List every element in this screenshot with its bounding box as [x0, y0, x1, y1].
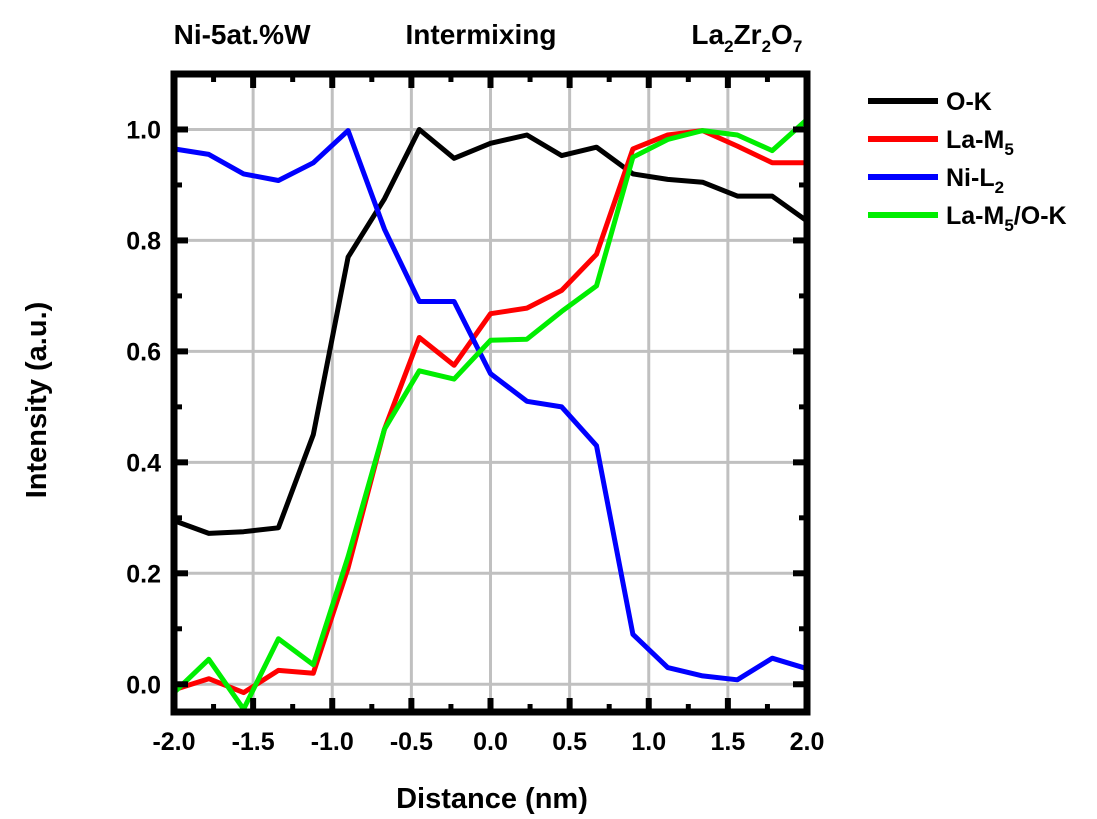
x-axis-title: Distance (nm) — [396, 783, 588, 815]
y-tick-label: 0.4 — [126, 449, 161, 477]
axis-ticks — [171, 74, 810, 712]
y-tick-label: 0.2 — [126, 560, 161, 588]
x-tick-label: 1.0 — [631, 728, 666, 756]
region-label: Intermixing — [406, 19, 557, 50]
region-label: La2Zr2O7 — [691, 19, 802, 56]
grid-lines — [174, 74, 807, 712]
legend-label: Ni-L2 — [946, 164, 1004, 197]
data-series — [172, 117, 809, 712]
x-tick-label: -0.5 — [390, 728, 433, 756]
x-tick-label: -1.0 — [311, 728, 354, 756]
x-tick-label: 2.0 — [790, 728, 825, 756]
x-tick-label: 0.5 — [552, 728, 587, 756]
y-tick-label: 1.0 — [126, 116, 161, 144]
legend-label: O-K — [946, 88, 992, 116]
series-line-o-k — [173, 127, 809, 536]
legend-label: La-M5 — [946, 126, 1014, 159]
region-label: Ni-5at.%W — [174, 19, 311, 50]
y-tick-label: 0.0 — [126, 671, 161, 699]
y-axis-tick-labels: 0.0 0.2 0.4 0.6 0.8 1.0 — [126, 116, 161, 699]
y-tick-label: 0.6 — [126, 338, 161, 366]
region-labels: Ni-5at.%W Intermixing La2Zr2O7 — [174, 19, 803, 56]
series-line-ni-l2 — [173, 128, 808, 683]
series-line-la-m5-o-k — [172, 117, 809, 712]
y-tick-label: 0.8 — [126, 227, 161, 255]
x-tick-label: 1.5 — [710, 728, 745, 756]
legend-label: La-M5/O-K — [946, 202, 1067, 235]
legend: O-K La-M5 Ni-L2 La-M5/O-K — [868, 88, 1067, 235]
x-axis-tick-labels: -2.0 -1.5 -1.0 -0.5 0.0 0.5 1.0 1.5 2.0 — [152, 728, 824, 756]
y-axis-title: Intensity (a.u.) — [21, 302, 53, 499]
x-tick-label: -1.5 — [232, 728, 275, 756]
x-tick-label: -2.0 — [152, 728, 195, 756]
x-tick-label: 0.0 — [473, 728, 508, 756]
